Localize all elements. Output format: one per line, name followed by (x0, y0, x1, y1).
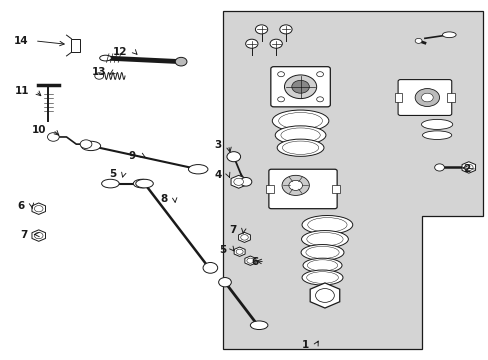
Circle shape (284, 75, 316, 99)
Circle shape (288, 180, 302, 190)
Ellipse shape (188, 165, 207, 174)
Circle shape (245, 39, 258, 48)
Polygon shape (230, 175, 246, 188)
Polygon shape (32, 230, 45, 241)
Bar (266, 185, 273, 193)
Text: 9: 9 (128, 150, 135, 161)
Ellipse shape (133, 179, 151, 188)
Text: 5: 5 (219, 245, 226, 255)
Text: 8: 8 (161, 194, 167, 204)
Ellipse shape (275, 126, 325, 144)
Bar (71, 39, 80, 52)
Text: 12: 12 (113, 46, 127, 57)
Ellipse shape (307, 217, 346, 232)
Ellipse shape (307, 260, 337, 271)
Text: 7: 7 (229, 225, 236, 235)
Circle shape (240, 177, 251, 186)
Circle shape (315, 289, 334, 302)
Ellipse shape (301, 230, 347, 248)
Circle shape (464, 164, 472, 171)
Circle shape (291, 80, 309, 93)
Circle shape (421, 93, 432, 102)
Circle shape (282, 175, 309, 195)
Circle shape (218, 278, 231, 287)
Text: 13: 13 (91, 67, 106, 77)
Ellipse shape (280, 128, 320, 143)
Ellipse shape (136, 179, 153, 188)
Circle shape (434, 164, 444, 171)
Bar (331, 185, 339, 193)
Ellipse shape (278, 112, 322, 129)
Circle shape (236, 249, 243, 254)
Ellipse shape (102, 179, 119, 188)
Ellipse shape (277, 139, 324, 156)
Ellipse shape (302, 270, 342, 285)
FancyBboxPatch shape (268, 169, 336, 209)
Text: 11: 11 (15, 86, 29, 96)
Polygon shape (222, 12, 483, 348)
Text: 3: 3 (214, 140, 221, 150)
Text: 1: 1 (302, 340, 309, 350)
Text: 6: 6 (250, 257, 258, 267)
Polygon shape (238, 232, 250, 242)
Ellipse shape (306, 272, 338, 283)
Circle shape (80, 140, 92, 148)
Circle shape (255, 25, 267, 34)
Circle shape (279, 25, 291, 34)
Circle shape (246, 258, 253, 263)
Circle shape (269, 39, 282, 48)
Circle shape (277, 72, 284, 77)
Circle shape (240, 235, 248, 240)
Ellipse shape (100, 55, 111, 61)
Text: 14: 14 (13, 36, 28, 46)
Ellipse shape (306, 233, 343, 246)
Circle shape (233, 178, 243, 185)
Text: 6: 6 (18, 201, 25, 211)
Ellipse shape (302, 216, 352, 234)
Ellipse shape (442, 32, 455, 38)
Ellipse shape (272, 110, 328, 132)
Circle shape (47, 133, 59, 141)
Circle shape (414, 89, 439, 107)
Ellipse shape (303, 258, 341, 273)
Text: 2: 2 (462, 164, 469, 174)
Polygon shape (244, 256, 255, 265)
Circle shape (95, 73, 103, 79)
Text: 5: 5 (109, 168, 117, 179)
FancyBboxPatch shape (397, 80, 451, 116)
Bar (394, 93, 402, 102)
Circle shape (316, 97, 323, 102)
Text: 7: 7 (20, 230, 28, 239)
Circle shape (34, 233, 43, 239)
Circle shape (226, 152, 240, 162)
Circle shape (277, 97, 284, 102)
Circle shape (34, 206, 43, 212)
Polygon shape (309, 283, 339, 308)
Ellipse shape (250, 321, 267, 329)
Text: 10: 10 (32, 125, 46, 135)
Text: 4: 4 (214, 170, 221, 180)
Circle shape (175, 57, 186, 66)
Ellipse shape (421, 120, 452, 130)
Polygon shape (461, 162, 475, 173)
Circle shape (203, 262, 217, 273)
Ellipse shape (422, 131, 451, 139)
Ellipse shape (282, 141, 318, 154)
Circle shape (414, 39, 421, 43)
Circle shape (316, 72, 323, 77)
Ellipse shape (305, 246, 339, 258)
Ellipse shape (81, 141, 101, 150)
Ellipse shape (301, 244, 343, 260)
Polygon shape (32, 203, 45, 215)
Bar (447, 93, 454, 102)
FancyBboxPatch shape (270, 67, 330, 107)
Polygon shape (234, 247, 244, 256)
